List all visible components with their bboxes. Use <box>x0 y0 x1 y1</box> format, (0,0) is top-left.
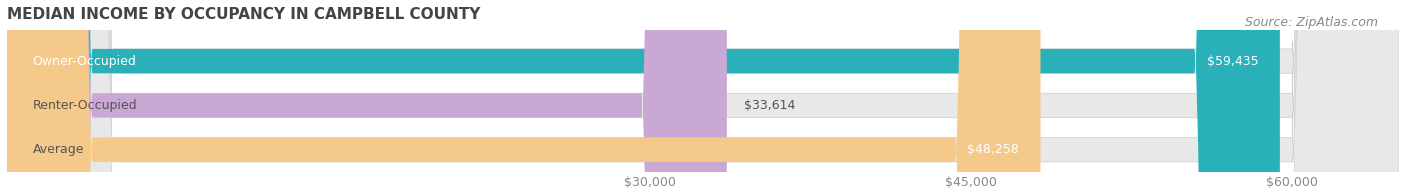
Text: $33,614: $33,614 <box>744 99 796 112</box>
FancyBboxPatch shape <box>7 0 1279 196</box>
FancyBboxPatch shape <box>7 0 1399 196</box>
Text: Source: ZipAtlas.com: Source: ZipAtlas.com <box>1244 16 1378 29</box>
FancyBboxPatch shape <box>7 0 727 196</box>
FancyBboxPatch shape <box>7 0 1399 196</box>
Text: Average: Average <box>32 143 84 156</box>
Text: $48,258: $48,258 <box>967 143 1019 156</box>
Text: Owner-Occupied: Owner-Occupied <box>32 54 136 68</box>
FancyBboxPatch shape <box>7 0 1399 196</box>
Text: MEDIAN INCOME BY OCCUPANCY IN CAMPBELL COUNTY: MEDIAN INCOME BY OCCUPANCY IN CAMPBELL C… <box>7 7 481 22</box>
Text: Renter-Occupied: Renter-Occupied <box>32 99 138 112</box>
FancyBboxPatch shape <box>7 0 1040 196</box>
Text: $59,435: $59,435 <box>1206 54 1258 68</box>
